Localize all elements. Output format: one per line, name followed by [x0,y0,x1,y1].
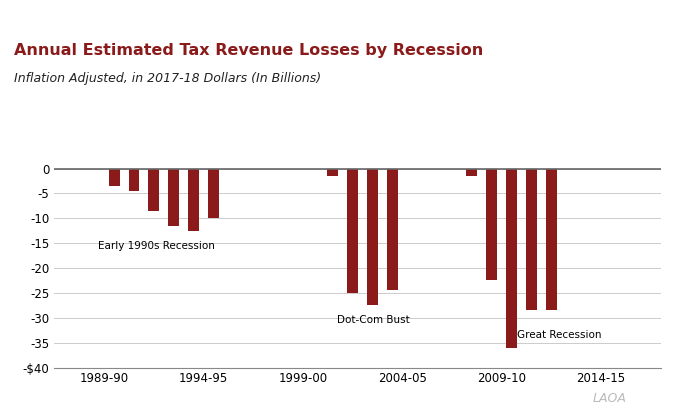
Bar [208,169,219,218]
Text: Dot-Com Bust: Dot-Com Bust [336,315,409,325]
Bar [545,169,557,310]
Text: Annual Estimated Tax Revenue Losses by Recession: Annual Estimated Tax Revenue Losses by R… [14,43,483,58]
Text: Early 1990s Recession: Early 1990s Recession [98,241,215,251]
Bar [387,169,398,290]
Bar [466,169,477,176]
Text: Great Recession: Great Recession [518,330,602,340]
Bar [486,169,497,280]
Bar [148,169,159,211]
Bar [347,169,358,293]
Text: Inflation Adjusted, in 2017-18 Dollars (In Billions): Inflation Adjusted, in 2017-18 Dollars (… [14,72,321,85]
Bar [526,169,537,310]
Bar [188,169,199,231]
Bar [328,169,338,176]
Text: LAOA: LAOA [592,392,627,405]
Bar [506,169,517,348]
Bar [367,169,378,305]
Bar [168,169,179,226]
Bar [129,169,140,191]
Text: Figure 3: Figure 3 [8,8,63,21]
Bar [109,169,120,186]
